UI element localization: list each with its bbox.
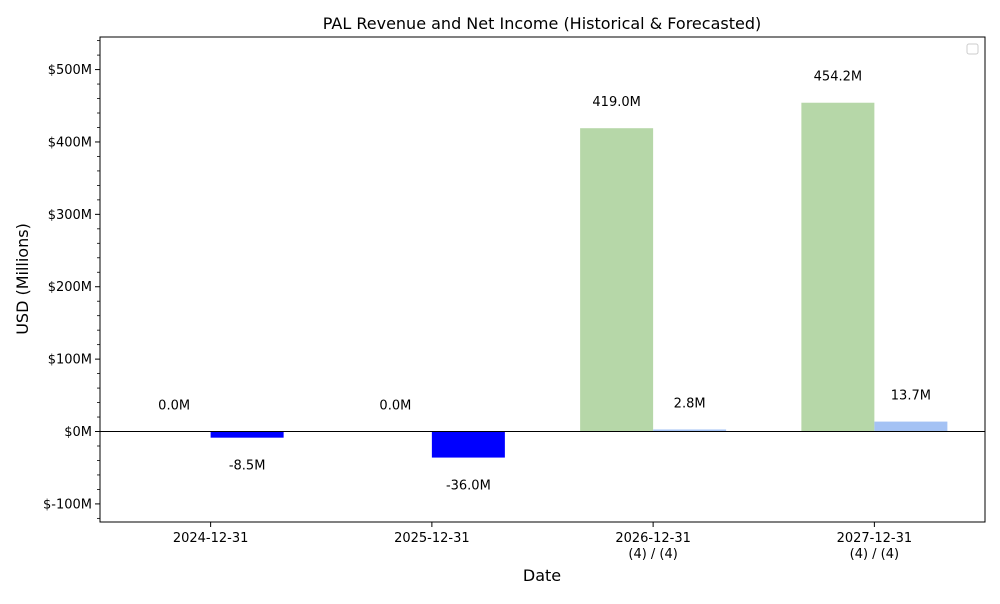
x-tick-label: 2027-12-31 bbox=[837, 531, 913, 546]
bar-value-label: 454.2M bbox=[814, 70, 862, 85]
bar-s0-c3 bbox=[801, 102, 875, 432]
y-tick-label: $500M bbox=[48, 63, 92, 78]
bars-group bbox=[210, 102, 948, 458]
y-tick-label: $0M bbox=[64, 425, 92, 440]
bar-s1-c2 bbox=[653, 429, 727, 432]
y-axis-label: USD (Millions) bbox=[13, 223, 32, 335]
bar-labels-group: 0.0M 0.0M 419.0M 454.2M -8.5M -36.0M 2.8M 13.7M bbox=[158, 70, 931, 494]
plot-frame bbox=[99, 36, 986, 523]
x-axis-label: Date bbox=[523, 566, 561, 585]
x-tick-label: 2024-12-31 bbox=[173, 531, 249, 546]
x-ticks-group: 2024-12-31 2025-12-31 2026-12-31(4) / (4)2… bbox=[173, 522, 912, 562]
bar-s1-c1 bbox=[431, 431, 505, 458]
bar-s0-c2 bbox=[580, 128, 654, 432]
y-tick-label: $200M bbox=[48, 280, 92, 295]
y-tick-label: $100M bbox=[48, 353, 92, 368]
bar-value-label: 0.0M bbox=[379, 399, 411, 414]
bar-value-label: 13.7M bbox=[891, 389, 931, 404]
x-tick-label: 2025-12-31 bbox=[394, 531, 470, 546]
bar-s1-c3 bbox=[874, 421, 948, 432]
legend-box bbox=[966, 43, 979, 55]
chart-title: PAL Revenue and Net Income (Historical &… bbox=[323, 14, 761, 33]
bar-value-label: 419.0M bbox=[592, 95, 640, 110]
y-tick-label: $-100M bbox=[43, 497, 92, 512]
x-tick-sublabel: (4) / (4) bbox=[628, 547, 677, 562]
y-ticks-group: $-100M $0M $100M $200M $300M $400M $500M bbox=[43, 40, 100, 519]
bar-value-label: 2.8M bbox=[674, 396, 706, 411]
x-tick-sublabel: (4) / (4) bbox=[850, 547, 899, 562]
bar-value-label: -36.0M bbox=[446, 479, 491, 494]
bar-value-label: 0.0M bbox=[158, 399, 190, 414]
y-tick-label: $300M bbox=[48, 208, 92, 223]
bar-s1-c0 bbox=[210, 431, 284, 438]
y-tick-label: $400M bbox=[48, 135, 92, 150]
bar-value-label: -8.5M bbox=[229, 459, 266, 474]
x-tick-label: 2026-12-31 bbox=[615, 531, 691, 546]
